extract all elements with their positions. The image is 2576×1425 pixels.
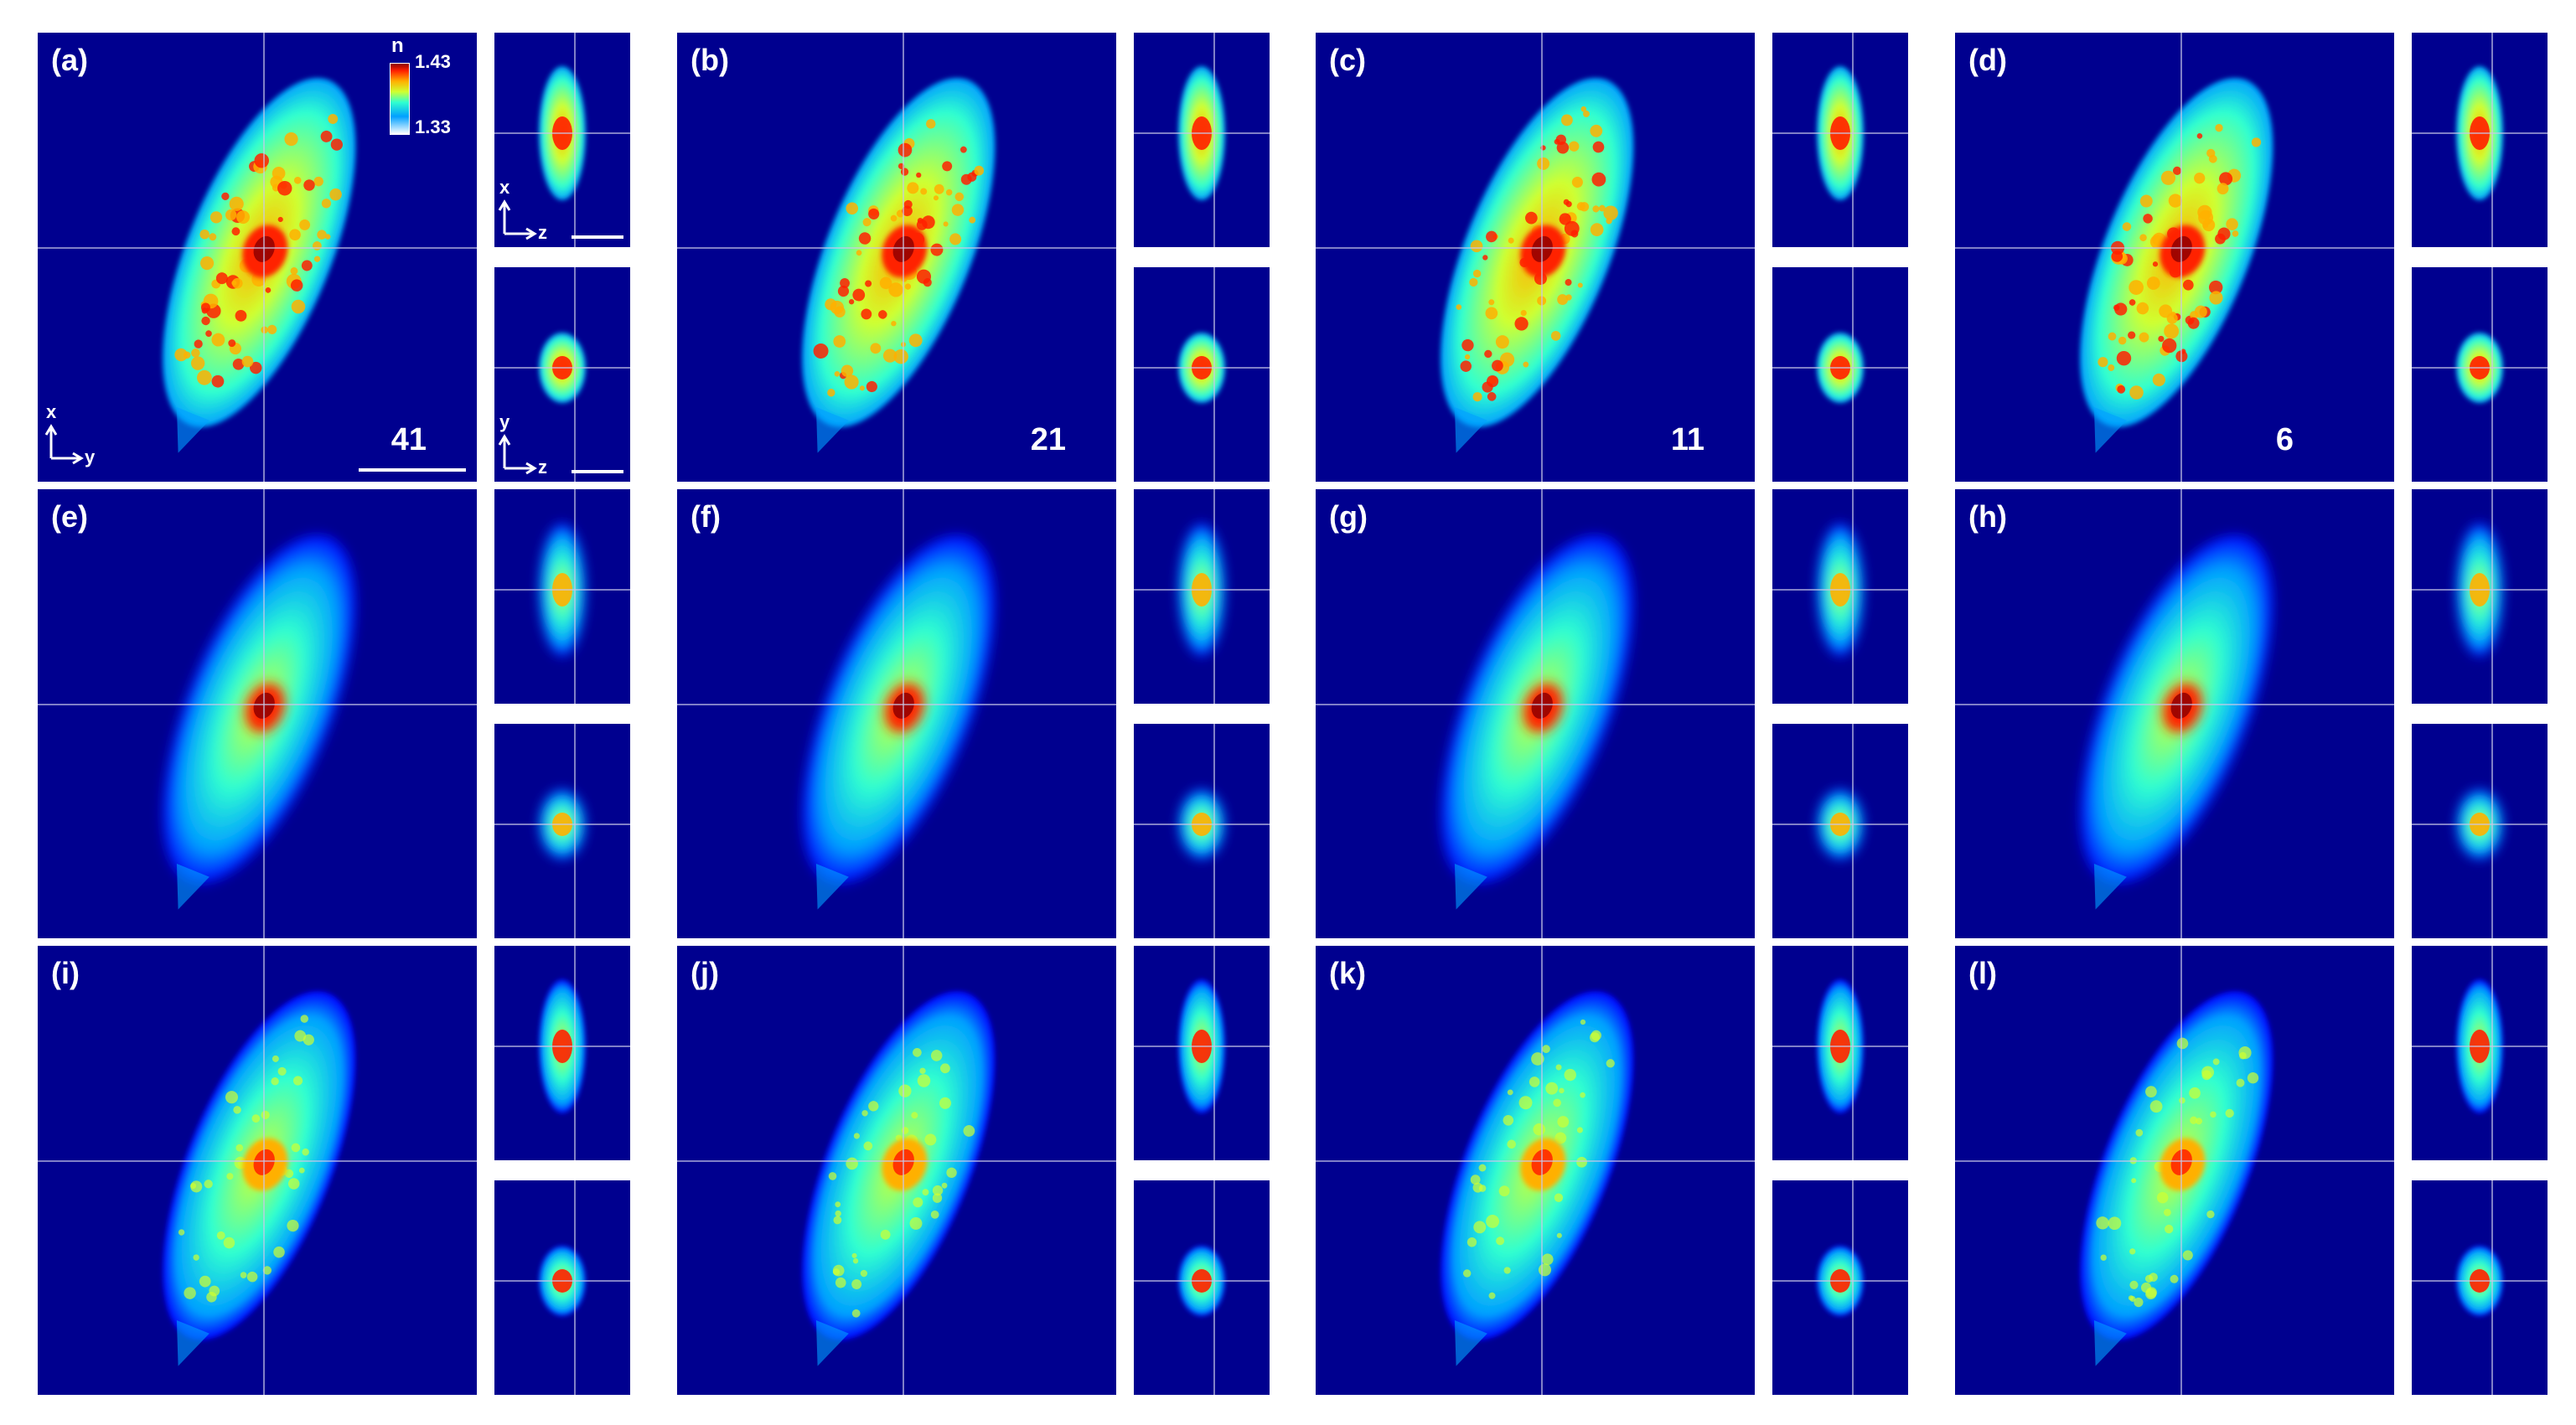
panel-main: (a) 41 x y n 1.43 1.33 — [38, 33, 477, 482]
panel-side-yz — [494, 724, 630, 938]
axis-label-vertical: x — [46, 401, 57, 422]
axis-label-horizontal: z — [538, 222, 547, 243]
panel-side-xz — [1134, 489, 1270, 704]
panel-main: (i) — [38, 946, 477, 1395]
cell-image — [1441, 991, 1634, 1366]
cell-image — [1441, 78, 1634, 453]
scale-bar — [572, 235, 623, 239]
colorbar-min-label: 1.33 — [415, 116, 451, 137]
panel-main: (f) — [677, 489, 1116, 938]
iteration-number: 6 — [2275, 422, 2294, 457]
panel-main: (c) 11 — [1316, 33, 1755, 482]
panel-label: (l) — [1968, 956, 1997, 990]
panel-label: (k) — [1329, 956, 1366, 990]
panel-label: (e) — [51, 499, 88, 534]
axis-label-horizontal: z — [538, 457, 547, 478]
panel-side-yz — [1134, 724, 1270, 938]
cell-image — [163, 991, 356, 1366]
panel-main: (j) — [677, 946, 1116, 1395]
panel-side-yz — [1134, 1180, 1270, 1395]
cell-image — [2080, 534, 2273, 910]
panel-side-yz — [1772, 267, 1908, 482]
panel-side-xz — [1134, 33, 1270, 247]
panel-label: (c) — [1329, 43, 1366, 77]
cell-image — [802, 991, 996, 1366]
panel-side-yz — [2412, 724, 2548, 938]
panel-label: (a) — [51, 43, 88, 77]
iteration-number: 41 — [391, 422, 427, 457]
panel-side-yz — [1772, 724, 1908, 938]
panel-main: (d) 6 — [1955, 33, 2394, 482]
iteration-number: 11 — [1670, 422, 1704, 457]
panel-label: (f) — [691, 499, 721, 534]
cell-image — [2080, 78, 2273, 453]
cell-image — [163, 534, 356, 910]
panel-side-yz — [1134, 267, 1270, 482]
scale-bar — [359, 468, 466, 472]
panel-side-xz — [1772, 946, 1908, 1160]
panel-label: (i) — [51, 956, 80, 990]
panel-main: (h) — [1955, 489, 2394, 938]
panel-side-xz — [2412, 489, 2548, 704]
scale-bar — [572, 470, 623, 473]
panel-side-xz — [1134, 946, 1270, 1160]
panel-label: (h) — [1968, 499, 2007, 534]
colorbar-symbol: n — [391, 34, 404, 57]
panel-side-yz — [2412, 267, 2548, 482]
cell-image — [2080, 991, 2273, 1366]
iteration-number: 21 — [1030, 422, 1066, 457]
panel-side-xz — [494, 946, 630, 1160]
axis-label-vertical: y — [499, 411, 510, 432]
axis-label-horizontal: y — [85, 447, 96, 467]
cell-image — [1441, 534, 1634, 910]
panel-label: (b) — [691, 43, 729, 77]
panel-side-xz — [2412, 33, 2548, 247]
panel-side-xz — [2412, 946, 2548, 1160]
axis-label-vertical: x — [499, 177, 510, 198]
colorbar — [390, 63, 410, 135]
panel-side-yz — [494, 1180, 630, 1395]
panel-side-xz — [494, 489, 630, 704]
colorbar-max-label: 1.43 — [415, 51, 451, 72]
panel-main: (l) — [1955, 946, 2394, 1395]
panel-main: (b) 21 — [677, 33, 1116, 482]
panel-main: (k) — [1316, 946, 1755, 1395]
cell-image — [802, 78, 996, 453]
cell-image — [163, 78, 356, 453]
panel-label: (j) — [691, 956, 719, 990]
panel-side-xz — [1772, 33, 1908, 247]
panel-side-yz — [2412, 1180, 2548, 1395]
panel-side-yz — [1772, 1180, 1908, 1395]
panel-label: (d) — [1968, 43, 2007, 77]
panel-label: (g) — [1329, 499, 1368, 534]
panel-side-xz — [1772, 489, 1908, 704]
panel-main: (g) — [1316, 489, 1755, 938]
panel-main: (e) — [38, 489, 477, 938]
cell-image — [802, 534, 996, 910]
